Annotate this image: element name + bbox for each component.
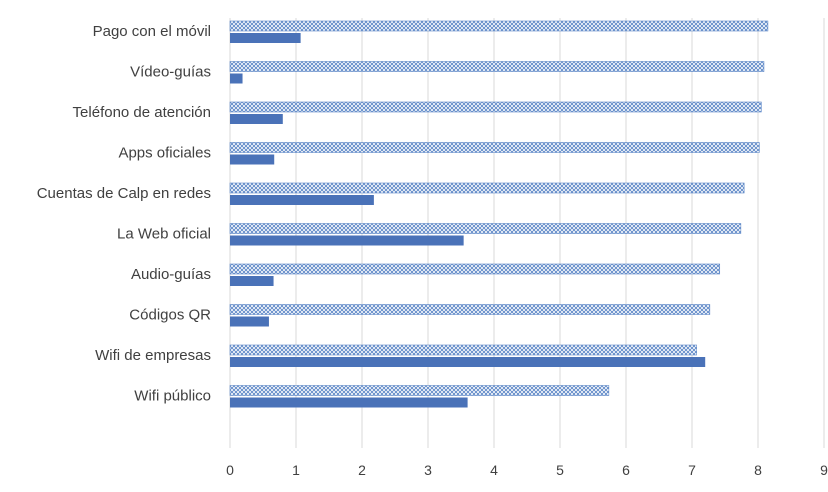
bar-hatch: [229, 142, 760, 153]
x-tick-label: 3: [424, 462, 432, 478]
bars: [229, 20, 769, 408]
bar-solid: [230, 73, 243, 84]
category-label: Vídeo-guías: [130, 64, 211, 81]
x-axis-ticks: 0 1 2 3 4 5 6 7 8 9: [226, 462, 828, 478]
bar-hatch: [229, 385, 610, 396]
category-labels: Pago con el móvil Vídeo-guías Teléfono de …: [37, 23, 211, 405]
x-tick-label: 0: [226, 462, 234, 478]
x-tick-label: 6: [622, 462, 630, 478]
bar-hatch: [229, 61, 765, 72]
x-tick-label: 5: [556, 462, 564, 478]
category-label: Apps oficiales: [118, 145, 211, 162]
bar-solid: [230, 316, 269, 327]
bar-solid: [230, 154, 275, 165]
x-tick-label: 1: [292, 462, 300, 478]
x-tick-label: 8: [754, 462, 762, 478]
category-label: Wifi de empresas: [95, 347, 211, 364]
bar-solid: [230, 276, 274, 286]
category-label: Teléfono de atención: [73, 104, 211, 121]
category-label: Wifi público: [134, 388, 211, 405]
bar-hatch: [229, 20, 769, 32]
bar-solid: [230, 397, 468, 408]
x-tick-label: 9: [820, 462, 828, 478]
bar-solid: [230, 33, 301, 43]
x-tick-label: 4: [490, 462, 498, 478]
bar-solid: [230, 235, 464, 246]
bar-solid: [230, 357, 706, 367]
category-label: Pago con el móvil: [93, 23, 211, 40]
category-label: La Web oficial: [117, 226, 211, 243]
bar-hatch: [229, 101, 762, 113]
bar-hatch: [229, 263, 721, 275]
bar-hatch: [229, 182, 745, 194]
x-tick-label: 2: [358, 462, 366, 478]
bar-hatch: [229, 304, 711, 315]
bar-solid: [230, 114, 283, 124]
category-label: Cuentas de Calp en redes: [37, 185, 211, 202]
category-label: Audio-guías: [131, 266, 211, 283]
x-tick-label: 7: [688, 462, 696, 478]
bar-solid: [230, 195, 374, 205]
category-label: Códigos QR: [129, 307, 211, 324]
bar-hatch: [229, 223, 742, 234]
bar-hatch: [229, 344, 697, 356]
